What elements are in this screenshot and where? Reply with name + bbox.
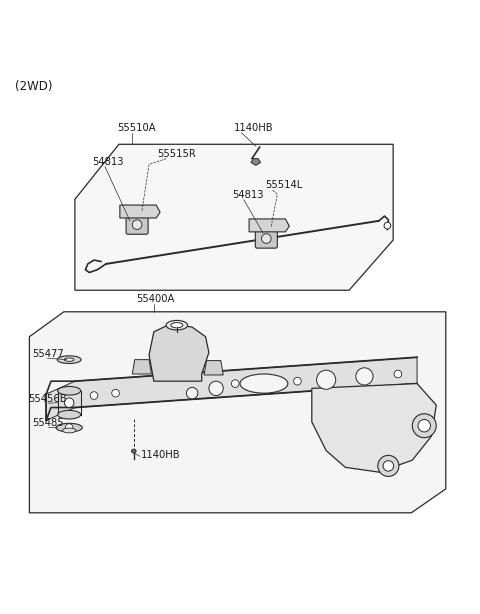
Text: 55400A: 55400A: [136, 294, 175, 304]
Ellipse shape: [62, 428, 76, 433]
Polygon shape: [204, 360, 223, 375]
Ellipse shape: [64, 358, 74, 361]
Text: 55477: 55477: [32, 349, 63, 359]
Circle shape: [317, 370, 336, 389]
Text: 55514L: 55514L: [265, 181, 302, 190]
Circle shape: [378, 456, 399, 476]
Polygon shape: [312, 384, 436, 472]
Text: 55485: 55485: [32, 418, 63, 428]
Circle shape: [294, 378, 301, 385]
Ellipse shape: [240, 374, 288, 393]
Circle shape: [90, 392, 98, 399]
Text: 1140HB: 1140HB: [141, 450, 180, 460]
Text: 54813: 54813: [93, 157, 124, 168]
Circle shape: [418, 419, 431, 432]
Polygon shape: [75, 144, 393, 290]
Circle shape: [394, 370, 402, 378]
Circle shape: [209, 381, 223, 395]
Polygon shape: [132, 360, 152, 374]
Polygon shape: [251, 158, 261, 165]
Text: 55515R: 55515R: [157, 149, 196, 158]
Ellipse shape: [171, 322, 183, 328]
Circle shape: [383, 460, 394, 471]
Circle shape: [384, 222, 391, 229]
Circle shape: [262, 234, 271, 243]
Circle shape: [65, 424, 73, 432]
FancyBboxPatch shape: [255, 229, 277, 248]
Circle shape: [186, 387, 198, 399]
Circle shape: [412, 414, 436, 438]
Text: 55510A: 55510A: [117, 123, 156, 133]
Text: 54813: 54813: [232, 190, 264, 200]
Circle shape: [112, 389, 120, 397]
Ellipse shape: [57, 356, 81, 363]
Ellipse shape: [132, 449, 136, 453]
Circle shape: [231, 379, 239, 387]
Ellipse shape: [58, 386, 81, 395]
Ellipse shape: [56, 423, 82, 432]
Text: (2WD): (2WD): [15, 80, 52, 93]
Text: 55456B: 55456B: [28, 394, 67, 404]
Circle shape: [64, 398, 74, 408]
Polygon shape: [249, 219, 289, 232]
Text: 1140HB: 1140HB: [234, 123, 274, 133]
Polygon shape: [46, 357, 417, 421]
Ellipse shape: [58, 410, 81, 419]
Ellipse shape: [166, 321, 188, 330]
Polygon shape: [29, 312, 446, 513]
Circle shape: [132, 220, 142, 230]
Polygon shape: [149, 324, 209, 381]
FancyBboxPatch shape: [126, 215, 148, 235]
Circle shape: [356, 368, 373, 385]
Polygon shape: [120, 205, 160, 218]
